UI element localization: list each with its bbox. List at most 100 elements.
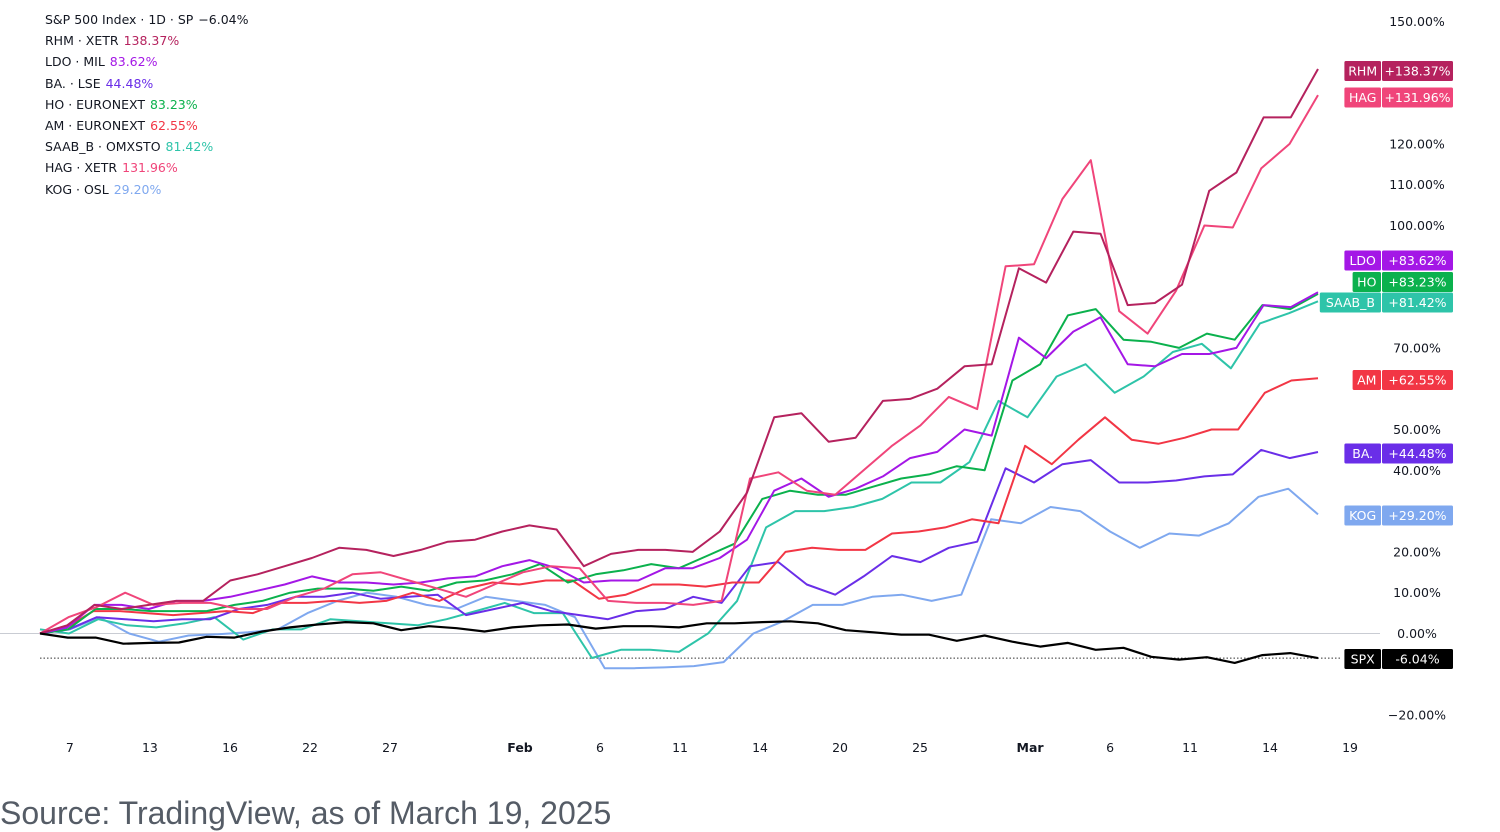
y-tick-label: 70.00% — [1393, 340, 1441, 355]
legend-item[interactable]: KOG · OSL 29.20% — [45, 179, 249, 200]
legend-item[interactable]: AM · EURONEXT 62.55% — [45, 115, 249, 136]
x-tick-label: 13 — [142, 740, 158, 755]
y-tick-label: 10.00% — [1393, 585, 1441, 600]
x-tick-label: 6 — [1106, 740, 1114, 755]
x-tick-label: 11 — [672, 740, 688, 755]
series-line-am — [39, 377, 1319, 635]
legend-item[interactable]: HO · EURONEXT 83.23% — [45, 94, 249, 115]
tag-ticker: HO — [1357, 275, 1376, 290]
y-tick-label: 20.00% — [1393, 544, 1441, 559]
x-tick-label: 19 — [1342, 740, 1358, 755]
x-tick-label: 16 — [222, 740, 238, 755]
series-line-rhm — [39, 68, 1319, 635]
tag-value-bg — [1382, 505, 1453, 526]
x-tick-label: 6 — [596, 740, 604, 755]
x-tick-label: 11 — [1182, 740, 1198, 755]
tag-value: -6.04% — [1395, 652, 1439, 667]
x-tick-label: 27 — [382, 740, 398, 755]
legend-item[interactable]: BA. · LSE 44.48% — [45, 73, 249, 94]
tag-ticker-bg — [1319, 292, 1381, 313]
legend-label: SAAB_B · OMXSTO — [45, 139, 161, 155]
legend-item[interactable]: RHM · XETR 138.37% — [45, 30, 249, 51]
tag-value: +83.62% — [1388, 253, 1446, 268]
series-line-ho — [39, 293, 1319, 635]
y-tick-label: 150.00% — [1389, 14, 1445, 29]
tag-ticker: LDO — [1349, 253, 1376, 268]
tag-value-bg — [1382, 443, 1453, 464]
legend-value: −6.04% — [198, 12, 249, 27]
tag-ticker-bg — [1344, 505, 1381, 526]
comparison-chart: 150.00%120.00%110.00%100.00%70.00%50.00%… — [0, 14, 1453, 755]
y-tick-label: 120.00% — [1389, 136, 1445, 151]
tag-ticker-bg — [1352, 272, 1381, 292]
tag-ticker-bg — [1344, 443, 1381, 464]
legend-item[interactable]: SAAB_B · OMXSTO 81.42% — [45, 136, 249, 157]
tag-value: +131.96% — [1384, 90, 1450, 105]
tag-ticker: SAAB_B — [1326, 295, 1375, 310]
y-tick-label: 40.00% — [1393, 463, 1441, 478]
x-tick-label: Feb — [507, 740, 533, 755]
series-line-ldo — [39, 291, 1319, 635]
tag-ticker: AM — [1357, 373, 1376, 388]
tag-value-bg — [1382, 292, 1453, 313]
tag-ticker: HAG — [1349, 90, 1376, 105]
x-tick-label: Mar — [1017, 740, 1045, 755]
tag-ticker-bg — [1344, 61, 1381, 81]
y-tick-label: 50.00% — [1393, 422, 1441, 437]
legend-label: HO · EURONEXT — [45, 96, 145, 112]
tag-ticker: KOG — [1349, 508, 1376, 523]
tag-value: +44.48% — [1388, 446, 1446, 461]
tag-ticker-bg — [1352, 370, 1381, 390]
legend-value: 44.48% — [105, 75, 154, 91]
source-caption: Source: TradingView, as of March 19, 202… — [0, 795, 612, 831]
legend-value: 138.37% — [123, 33, 180, 49]
legend-label: S&P 500 Index · 1D · SP — [45, 12, 194, 27]
x-tick-label: 7 — [66, 740, 74, 755]
legend-label: KOG · OSL — [45, 181, 109, 197]
series-line-spx — [39, 620, 1319, 665]
legend-label: AM · EURONEXT — [45, 118, 146, 134]
tag-ticker: SPX — [1351, 652, 1375, 667]
tag-value: +81.42% — [1388, 295, 1446, 310]
tag-value-bg — [1382, 87, 1453, 108]
legend-item[interactable]: LDO · MIL 83.62% — [45, 51, 249, 72]
legend-value: 81.42% — [165, 139, 214, 155]
tag-value: +83.23% — [1388, 275, 1446, 290]
tag-ticker-bg — [1344, 87, 1381, 108]
legend-item[interactable]: S&P 500 Index · 1D · SP −6.04% — [45, 9, 249, 30]
tag-value-bg — [1382, 649, 1453, 669]
tag-value-bg — [1382, 250, 1453, 271]
y-tick-label: 110.00% — [1389, 177, 1445, 192]
tag-value-bg — [1382, 61, 1453, 81]
legend-label: LDO · MIL — [45, 54, 105, 70]
tag-value: +62.55% — [1388, 373, 1446, 388]
tag-ticker-bg — [1344, 649, 1381, 669]
y-tick-label: −20.00% — [1388, 708, 1446, 723]
legend-value: 83.62% — [109, 54, 158, 70]
legend: S&P 500 Index · 1D · SP −6.04% RHM · XETR 1… — [45, 9, 249, 200]
x-tick-label: 22 — [302, 740, 318, 755]
series-line-hag — [39, 94, 1319, 635]
y-tick-label: 0.00% — [1397, 626, 1437, 641]
tag-value-bg — [1382, 272, 1453, 292]
legend-label: RHM · XETR — [45, 33, 119, 49]
tag-value-bg — [1382, 370, 1453, 390]
legend-label: BA. · LSE — [45, 75, 101, 91]
tag-ticker: BA. — [1352, 446, 1373, 461]
tag-value: +29.20% — [1388, 508, 1446, 523]
x-tick-label: 14 — [752, 740, 768, 755]
y-tick-label: 100.00% — [1389, 218, 1445, 233]
legend-item[interactable]: HAG · XETR 131.96% — [45, 157, 249, 178]
x-tick-label: 14 — [1262, 740, 1278, 755]
tag-ticker-bg — [1344, 250, 1381, 271]
x-tick-label: 20 — [832, 740, 848, 755]
series-line-saab_b — [39, 300, 1319, 659]
tag-ticker: RHM — [1348, 64, 1377, 79]
legend-value: 131.96% — [122, 160, 178, 176]
series-line-kog — [39, 487, 1319, 670]
legend-value: 29.20% — [113, 181, 162, 197]
tag-value: +138.37% — [1384, 64, 1450, 79]
legend-value: 62.55% — [150, 118, 198, 134]
legend-value: 83.23% — [149, 96, 198, 112]
legend-label: HAG · XETR — [45, 160, 118, 176]
